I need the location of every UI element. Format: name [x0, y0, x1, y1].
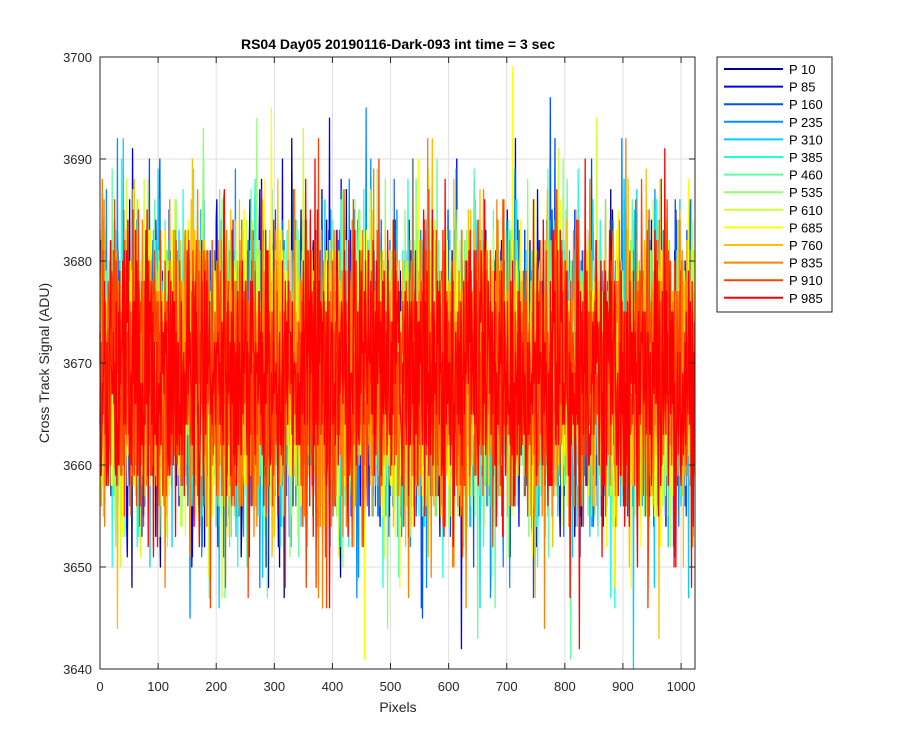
x-tick-label: 300	[263, 679, 285, 694]
legend-label: P 460	[789, 168, 823, 183]
x-tick-label: 0	[96, 679, 103, 694]
legend: P 10 P 85 P 160 P 235 P 310 P 385 P 460 P 535 P …	[716, 56, 833, 313]
y-tick-label: 3670	[63, 356, 92, 371]
legend-label: P 760	[789, 238, 823, 253]
legend-label: P 835	[789, 256, 823, 271]
legend-label: P 685	[789, 220, 823, 235]
y-tick-label: 3660	[63, 458, 92, 473]
y-tick-label: 3690	[63, 152, 92, 167]
y-tick-label: 3700	[63, 50, 92, 65]
x-tick-label: 800	[554, 679, 576, 694]
plot-area: 0 100 200 300 400 500 600 700 800 900 1000 3640 3650…	[63, 50, 695, 694]
x-tick-label: 400	[322, 679, 344, 694]
legend-label: P 85	[789, 80, 816, 95]
legend-label: P 910	[789, 273, 823, 288]
series-line-p-985	[99, 148, 695, 650]
x-tick-label: 900	[612, 679, 634, 694]
legend-label: P 310	[789, 132, 823, 147]
ticks: 0 100 200 300 400 500 600 700 800 900 1000 3640 3650…	[63, 50, 695, 694]
x-tick-label: 600	[438, 679, 460, 694]
legend-box	[716, 56, 833, 313]
y-tick-label: 3680	[63, 254, 92, 269]
series-group	[99, 66, 696, 670]
legend-label: P 10	[789, 62, 816, 77]
x-axis-label: Pixels	[379, 699, 416, 715]
x-tick-label: 100	[147, 679, 169, 694]
x-tick-label: 200	[205, 679, 227, 694]
y-tick-label: 3650	[63, 560, 92, 575]
legend-label: P 985	[789, 291, 823, 306]
legend-label: P 535	[789, 185, 823, 200]
series-line-p-910	[99, 137, 696, 609]
x-tick-label: 700	[496, 679, 518, 694]
x-tick-label: 1000	[667, 679, 696, 694]
y-tick-label: 3640	[63, 662, 92, 677]
legend-label: P 385	[789, 150, 823, 165]
chart-title: RS04 Day05 20190116-Dark-093 int time = …	[241, 36, 555, 52]
legend-label: P 160	[789, 97, 823, 112]
legend-label: P 235	[789, 115, 823, 130]
x-tick-label: 500	[380, 679, 402, 694]
legend-label: P 610	[789, 203, 823, 218]
y-axis-label: Cross Track Signal (ADU)	[36, 283, 52, 443]
